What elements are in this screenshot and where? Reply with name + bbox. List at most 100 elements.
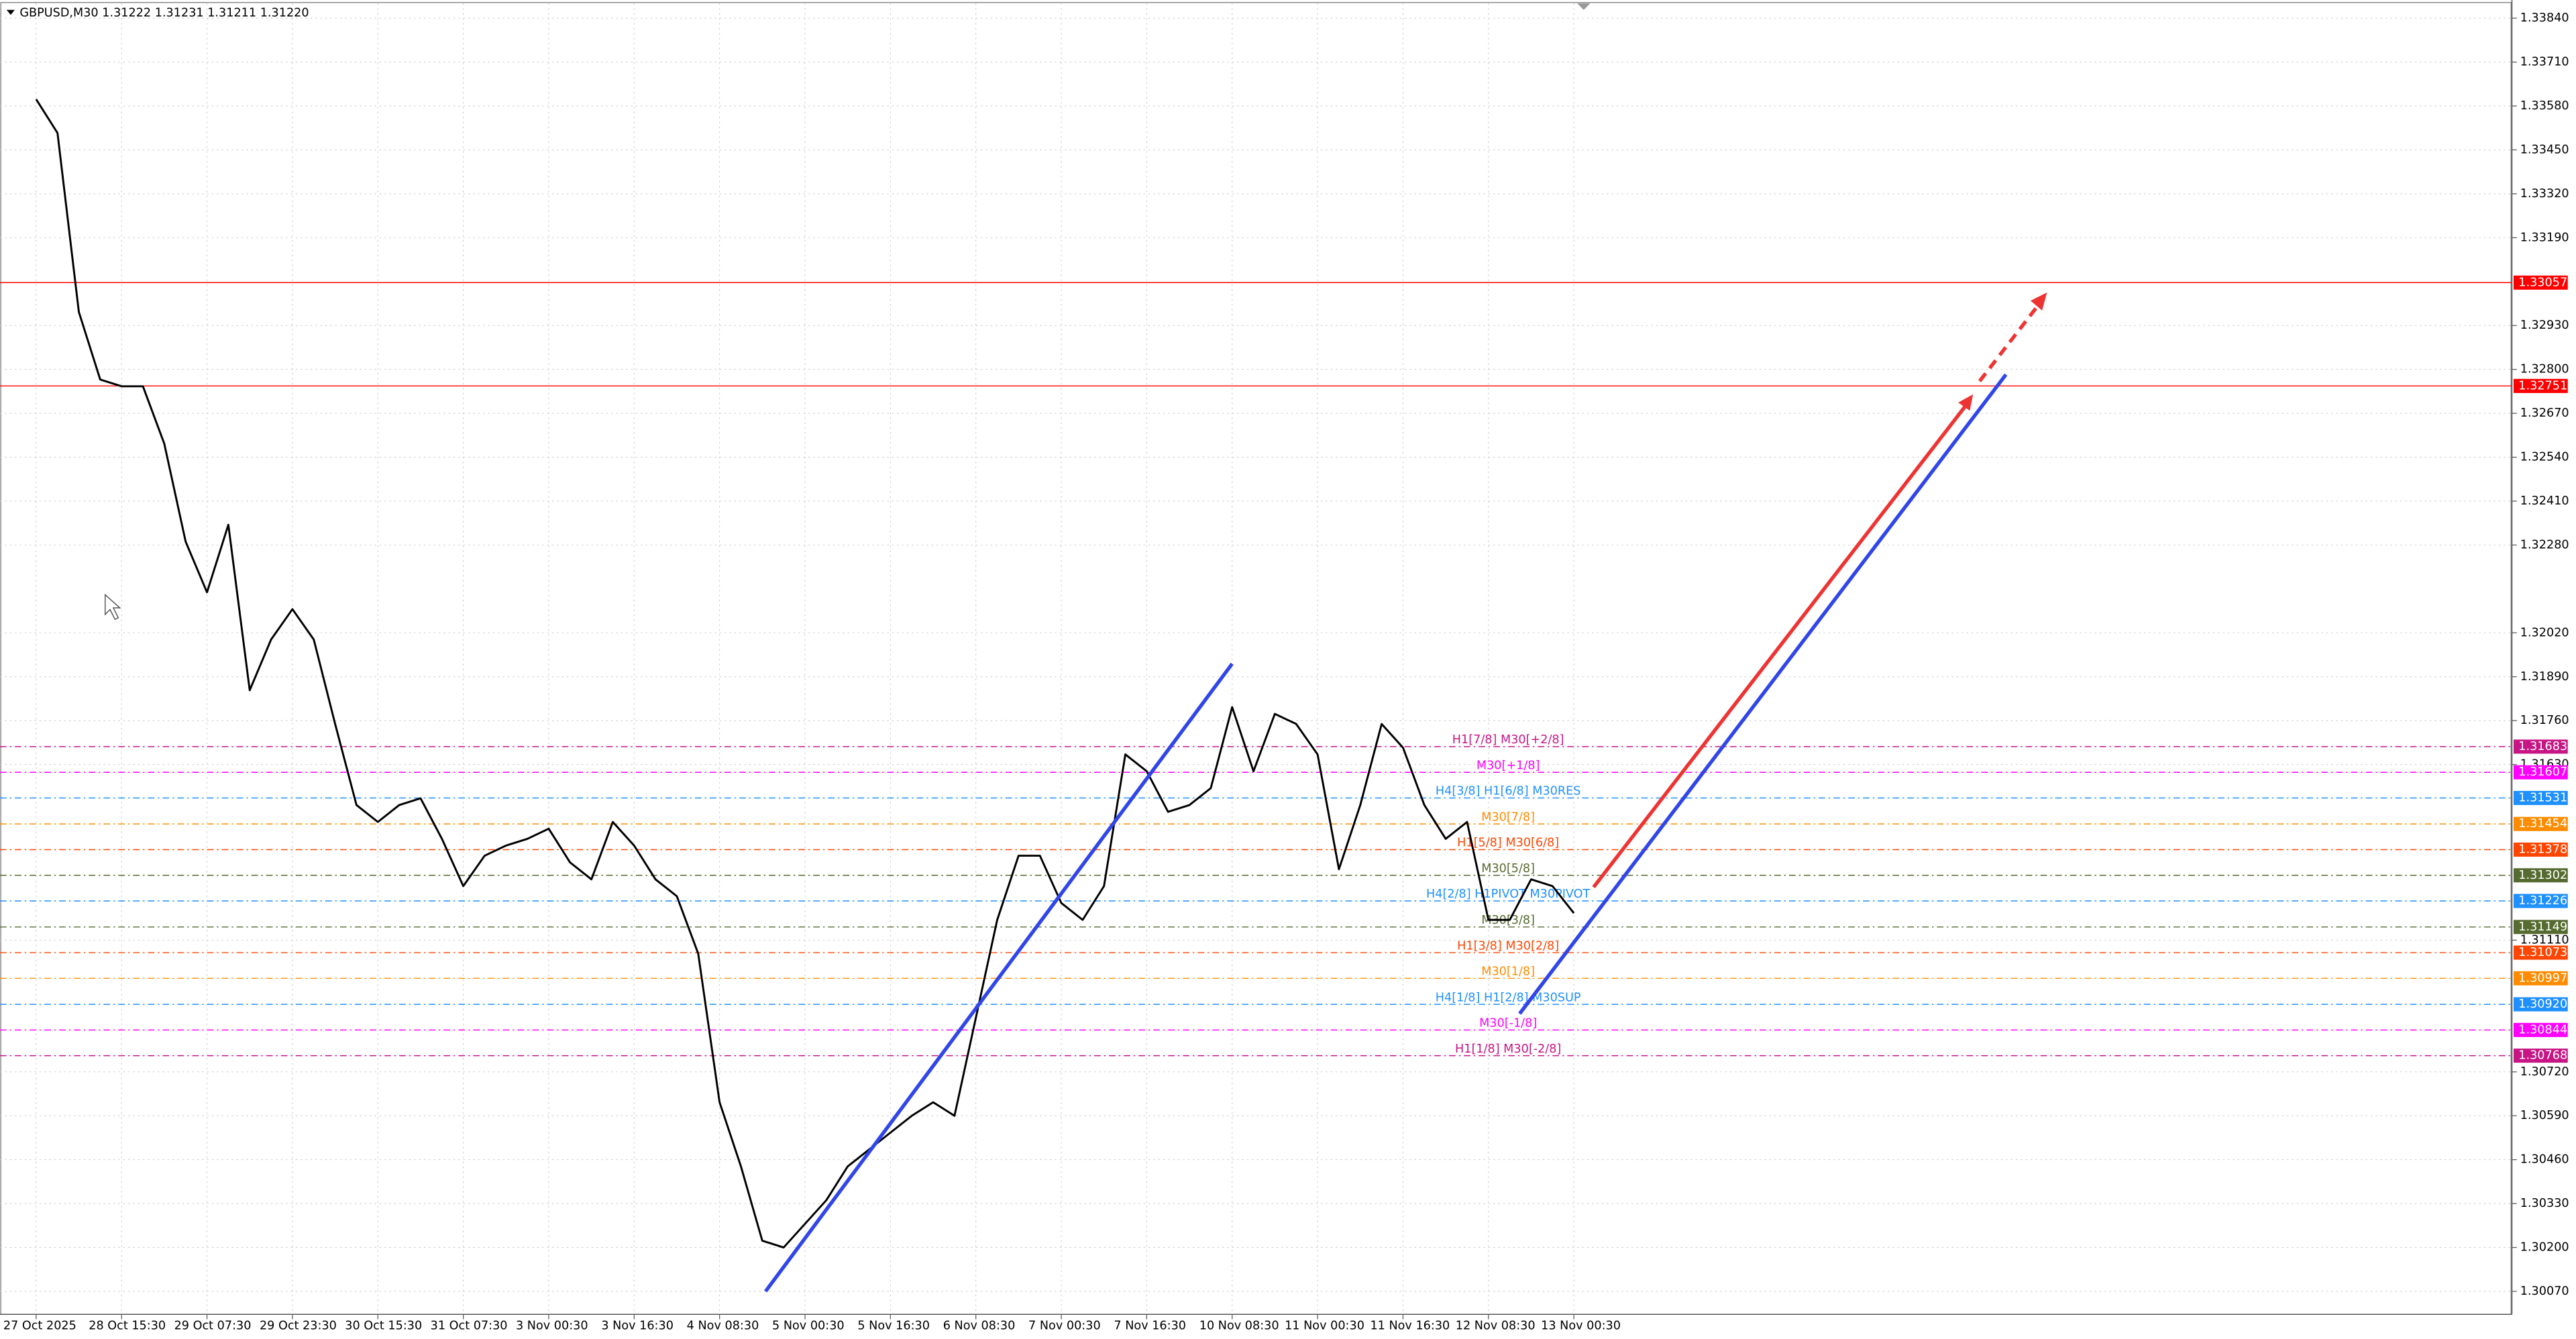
level-price-box bbox=[2513, 739, 2568, 754]
y-tick-label: 1.33710 bbox=[2520, 56, 2569, 69]
y-tick-label: 1.33450 bbox=[2520, 143, 2569, 156]
x-tick-label: 5 Nov 00:30 bbox=[772, 1319, 845, 1332]
x-tick-label: 11 Nov 16:30 bbox=[1370, 1319, 1450, 1332]
y-tick-label: 1.33320 bbox=[2520, 187, 2569, 201]
level-price-label: 1.30844 bbox=[2518, 1023, 2567, 1036]
y-tick-label: 1.30200 bbox=[2520, 1241, 2569, 1254]
level-price-label: 1.31683 bbox=[2518, 740, 2567, 753]
level-price-label: 1.32751 bbox=[2518, 379, 2567, 392]
level-price-box bbox=[2513, 816, 2568, 831]
y-tick-label: 1.31110 bbox=[2520, 933, 2569, 947]
level-price-box bbox=[2513, 868, 2568, 883]
x-tick-label: 4 Nov 08:30 bbox=[687, 1319, 759, 1332]
y-tick-label: 1.32280 bbox=[2520, 538, 2569, 551]
y-tick-label: 1.32800 bbox=[2520, 363, 2569, 376]
level-price-box bbox=[2513, 920, 2568, 934]
y-tick-label: 1.33840 bbox=[2520, 11, 2569, 25]
level-label: H1[1/8] M30[-2/8] bbox=[1455, 1042, 1561, 1056]
level-price-box bbox=[2513, 997, 2568, 1012]
level-label: H1[7/8] M30[+2/8] bbox=[1452, 733, 1564, 747]
x-tick-label: 7 Nov 00:30 bbox=[1028, 1319, 1101, 1332]
level-price-box bbox=[2513, 790, 2568, 806]
level-price-box bbox=[2513, 765, 2568, 780]
y-tick-label: 1.32670 bbox=[2520, 407, 2569, 420]
grid bbox=[0, 3, 2512, 1315]
level-price-label: 1.30920 bbox=[2518, 998, 2567, 1011]
series bbox=[35, 99, 1575, 1249]
x-tick-label: 6 Nov 08:30 bbox=[943, 1319, 1016, 1332]
level-price-label: 1.31378 bbox=[2518, 843, 2567, 857]
level-label: M30[+1/8] bbox=[1477, 759, 1540, 772]
trend-lines bbox=[764, 292, 2047, 1293]
level-price-box bbox=[2513, 945, 2568, 960]
y-tick-label: 1.32410 bbox=[2520, 494, 2569, 508]
symbol-menu[interactable] bbox=[6, 9, 15, 15]
level-label: H4[2/8] H1PIVOT M30PIVOT bbox=[1426, 888, 1591, 901]
y-tick-label: 1.30460 bbox=[2520, 1153, 2569, 1167]
y-tick-label: 1.32930 bbox=[2520, 319, 2569, 332]
y-tick-label: 1.30070 bbox=[2520, 1285, 2569, 1298]
level-price-label: 1.31302 bbox=[2518, 869, 2567, 882]
level-price-label: 1.31454 bbox=[2518, 817, 2567, 831]
level-price-label: 1.30768 bbox=[2518, 1049, 2567, 1063]
x-tick-label: 12 Nov 08:30 bbox=[1456, 1319, 1536, 1332]
level-price-label: 1.31531 bbox=[2518, 791, 2567, 804]
x-tick-label: 5 Nov 16:30 bbox=[857, 1319, 930, 1332]
level-price-box bbox=[2513, 378, 2568, 393]
mouse-cursor bbox=[105, 593, 121, 621]
x-tick-label: 10 Nov 08:30 bbox=[1199, 1319, 1279, 1332]
level-price-label: 1.31073 bbox=[2518, 946, 2567, 959]
x-tick-label: 29 Oct 23:30 bbox=[260, 1319, 337, 1332]
level-price-box bbox=[2513, 1022, 2568, 1037]
scroll-marker bbox=[1577, 3, 1591, 10]
level-label: H1[3/8] M30[2/8] bbox=[1457, 939, 1559, 953]
level-label: M30[5/8] bbox=[1481, 862, 1535, 875]
x-tick-label: 29 Oct 07:30 bbox=[174, 1319, 252, 1332]
level-price-label: 1.31149 bbox=[2518, 920, 2567, 934]
level-label: H4[1/8] H1[2/8] M30SUP bbox=[1436, 991, 1581, 1004]
forecast-arrow bbox=[1592, 401, 1970, 889]
level-price-label: 1.31607 bbox=[2518, 765, 2567, 779]
x-tick-label: 13 Nov 00:30 bbox=[1541, 1319, 1621, 1332]
trend-line bbox=[764, 662, 1234, 1293]
x-tick-label: 3 Nov 16:30 bbox=[601, 1319, 674, 1332]
x-tick-label: 31 Oct 07:30 bbox=[431, 1319, 508, 1332]
x-tick-label: 11 Nov 00:30 bbox=[1285, 1319, 1364, 1332]
price-line bbox=[35, 99, 1575, 1249]
level-label: M30[7/8] bbox=[1481, 810, 1535, 824]
x-tick-label: 28 Oct 15:30 bbox=[89, 1319, 166, 1332]
y-tick-label: 1.31890 bbox=[2520, 670, 2569, 684]
chart-title: GBPUSD,M30 1.31222 1.31231 1.31211 1.312… bbox=[19, 7, 309, 20]
level-label: H4[3/8] H1[6/8] M30RES bbox=[1436, 785, 1581, 798]
trend-line bbox=[1518, 373, 2008, 1015]
x-tick-label: 7 Nov 16:30 bbox=[1114, 1319, 1186, 1332]
x-tick-label: 27 Oct 2025 bbox=[3, 1319, 76, 1332]
arrow-head bbox=[1958, 394, 1974, 411]
y-tick-label: 1.32540 bbox=[2520, 451, 2569, 464]
level-price-box bbox=[2513, 971, 2568, 985]
forecast-arrow-dashed bbox=[1978, 301, 2042, 382]
y-tick-label: 1.30590 bbox=[2520, 1109, 2569, 1122]
y-tick-label: 1.31760 bbox=[2520, 714, 2569, 727]
y-tick-label: 1.30720 bbox=[2520, 1065, 2569, 1079]
x-tick-label: 30 Oct 15:30 bbox=[345, 1319, 422, 1332]
level-price-box bbox=[2513, 275, 2568, 290]
y-tick-label: 1.32020 bbox=[2520, 626, 2569, 639]
level-price-label: 1.31226 bbox=[2518, 894, 2567, 908]
x-tick-label: 3 Nov 00:30 bbox=[516, 1319, 588, 1332]
level-label: H1[5/8] M30[6/8] bbox=[1457, 837, 1559, 850]
y-tick-label: 1.33190 bbox=[2520, 231, 2569, 244]
y-tick-label: 1.30330 bbox=[2520, 1197, 2569, 1210]
level-label: M30[1/8] bbox=[1481, 965, 1535, 979]
level-price-label: 1.33057 bbox=[2518, 276, 2567, 289]
y-tick-label: 1.33580 bbox=[2520, 99, 2569, 113]
level-price-label: 1.30997 bbox=[2518, 971, 2567, 985]
level-price-box bbox=[2513, 1049, 2568, 1063]
arrow-head bbox=[2030, 292, 2047, 311]
level-price-box bbox=[2513, 894, 2568, 908]
level-label: M30[-1/8] bbox=[1479, 1017, 1537, 1030]
level-price-box bbox=[2513, 842, 2568, 857]
